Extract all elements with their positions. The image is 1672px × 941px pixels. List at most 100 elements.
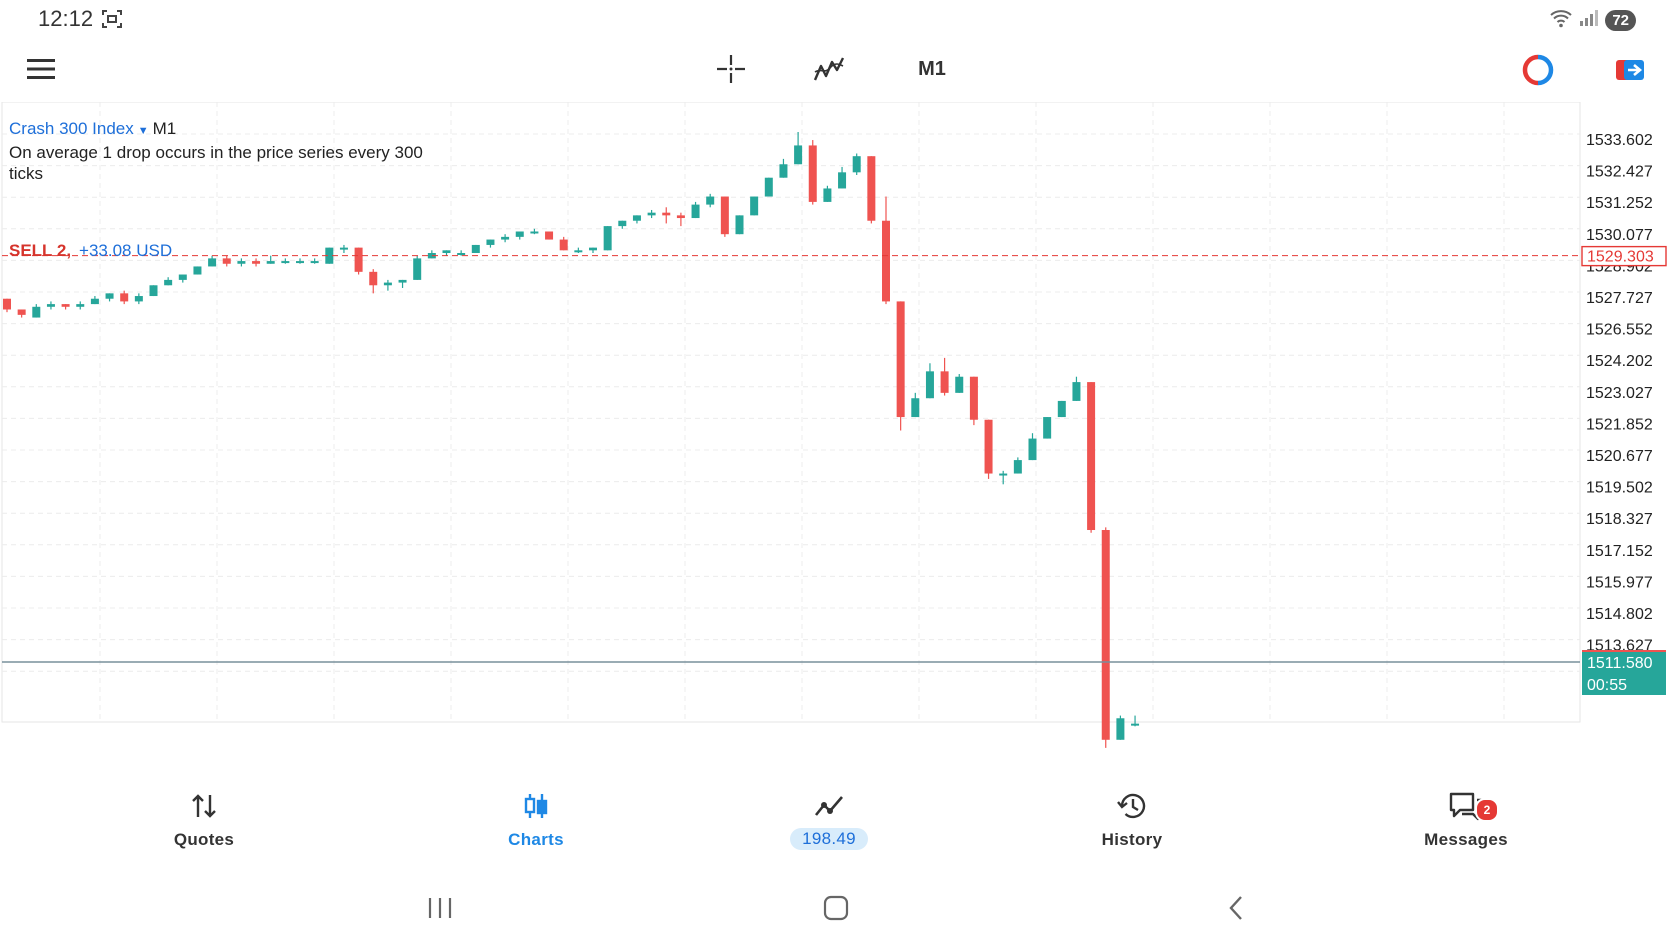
crosshair-icon [717, 55, 745, 83]
candle-body [486, 239, 495, 245]
y-tick-label: 1530.077 [1586, 227, 1653, 244]
candle-body [252, 261, 261, 264]
candle-body [1013, 460, 1022, 474]
caret-down-icon[interactable]: ▼ [137, 125, 149, 137]
candle-body [647, 212, 656, 216]
candle-body [1101, 530, 1110, 740]
indicators-icon [813, 57, 845, 81]
symbol-name[interactable]: Crash 300 Index [9, 119, 134, 138]
candle-body [1028, 438, 1037, 461]
menu-icon [27, 59, 55, 79]
nav-trade-balance: 198.49 [790, 828, 868, 850]
chart-toolbar: M1 [0, 38, 1672, 100]
candle-body [882, 220, 890, 302]
y-tick-label: 1524.202 [1586, 353, 1653, 370]
y-tick-label: 1533.602 [1586, 132, 1653, 149]
candle-body [369, 271, 378, 286]
nav-quotes-label: Quotes [173, 830, 235, 849]
nav-messages[interactable]: 2 Messages [1391, 790, 1541, 870]
candle-body [413, 258, 422, 280]
candle-body [222, 258, 231, 264]
plot-area [1, 102, 1581, 723]
menu-button[interactable] [24, 52, 58, 86]
candle-body [339, 247, 348, 250]
candle-body [940, 371, 949, 393]
candle-body [750, 196, 759, 216]
y-tick-label: 1515.977 [1586, 574, 1653, 591]
candle-body [149, 285, 158, 297]
y-tick-label: 1519.502 [1586, 480, 1653, 497]
candle-body [545, 231, 554, 240]
new-order-button[interactable] [1610, 50, 1650, 90]
home-button[interactable] [816, 890, 856, 926]
status-bar: 12:12 72 [0, 0, 1672, 38]
y-tick-label: 1517.152 [1586, 543, 1653, 560]
candle-body [574, 250, 583, 253]
battery-level: 72 [1605, 10, 1636, 31]
candle-body [896, 301, 905, 418]
back-button[interactable] [1216, 890, 1256, 926]
candle-body [296, 261, 304, 264]
candle-body [955, 376, 964, 393]
bid-price-box [1582, 651, 1666, 695]
candle-body [1116, 718, 1125, 740]
candle-body [794, 145, 803, 165]
candle-body [46, 304, 55, 307]
candlestick-chart[interactable]: 1533.6021532.4271531.2521530.0771528.902… [0, 102, 1672, 750]
candle-body [457, 253, 466, 256]
indicators-button[interactable] [810, 50, 848, 88]
recent-apps-button[interactable] [420, 890, 460, 926]
candle-body [515, 231, 524, 237]
nav-quotes[interactable]: Quotes [129, 790, 279, 870]
status-icons: 72 [1549, 8, 1636, 33]
y-tick-label: 1531.252 [1586, 195, 1653, 212]
candle-body [32, 306, 41, 318]
candle-body [632, 215, 641, 221]
candle-body [193, 266, 202, 275]
candle-body [105, 293, 114, 299]
position-label[interactable]: SELL 2, +33.08 USD [9, 241, 172, 261]
position-profit: +33.08 USD [79, 241, 173, 260]
candle-body [720, 196, 729, 235]
wifi-icon [1549, 8, 1573, 33]
nav-trade[interactable]: 198.49 [754, 790, 904, 870]
candle-body [501, 236, 510, 240]
candle-body [1087, 382, 1096, 531]
charts-icon [524, 794, 548, 818]
nav-history-label: History [1101, 830, 1163, 849]
candle-body [852, 156, 861, 173]
candle-body [61, 304, 70, 307]
new-order-icon [1616, 60, 1644, 80]
candle-body [134, 296, 143, 302]
candle-body [281, 261, 290, 264]
candle-countdown: 00:55 [1587, 677, 1627, 694]
candle-body [691, 204, 700, 219]
y-tick-label: 1523.027 [1586, 385, 1653, 402]
status-time: 12:12 [38, 6, 94, 31]
candle-body [442, 250, 451, 254]
candle-body [76, 304, 85, 307]
candle-body [1043, 417, 1052, 439]
back-icon [1229, 896, 1242, 920]
candle-body [589, 247, 597, 251]
price-chart[interactable]: 1533.602 1532.427 1531.252 1530.077 1528.902… [0, 102, 1672, 750]
candle-body [706, 196, 715, 205]
candle-body [559, 239, 568, 251]
candle-body [867, 156, 876, 221]
one-click-trading-button[interactable] [1518, 50, 1558, 90]
timeframe-button[interactable]: M1 [918, 57, 946, 80]
candle-body [310, 261, 319, 264]
candle-body [999, 473, 1008, 476]
y-tick-label: 1527.727 [1586, 290, 1653, 307]
trade-icon [814, 796, 843, 816]
nav-charts[interactable]: Charts [461, 790, 611, 870]
candle-body [984, 419, 993, 474]
candle-body [266, 261, 275, 264]
candle-body [676, 215, 685, 219]
crosshair-button[interactable] [712, 50, 750, 88]
y-tick-label: 1518.327 [1586, 511, 1653, 528]
candle-body [838, 172, 847, 189]
candle-body [17, 309, 26, 315]
nav-history[interactable]: History [1057, 790, 1207, 870]
history-icon [1117, 793, 1146, 819]
